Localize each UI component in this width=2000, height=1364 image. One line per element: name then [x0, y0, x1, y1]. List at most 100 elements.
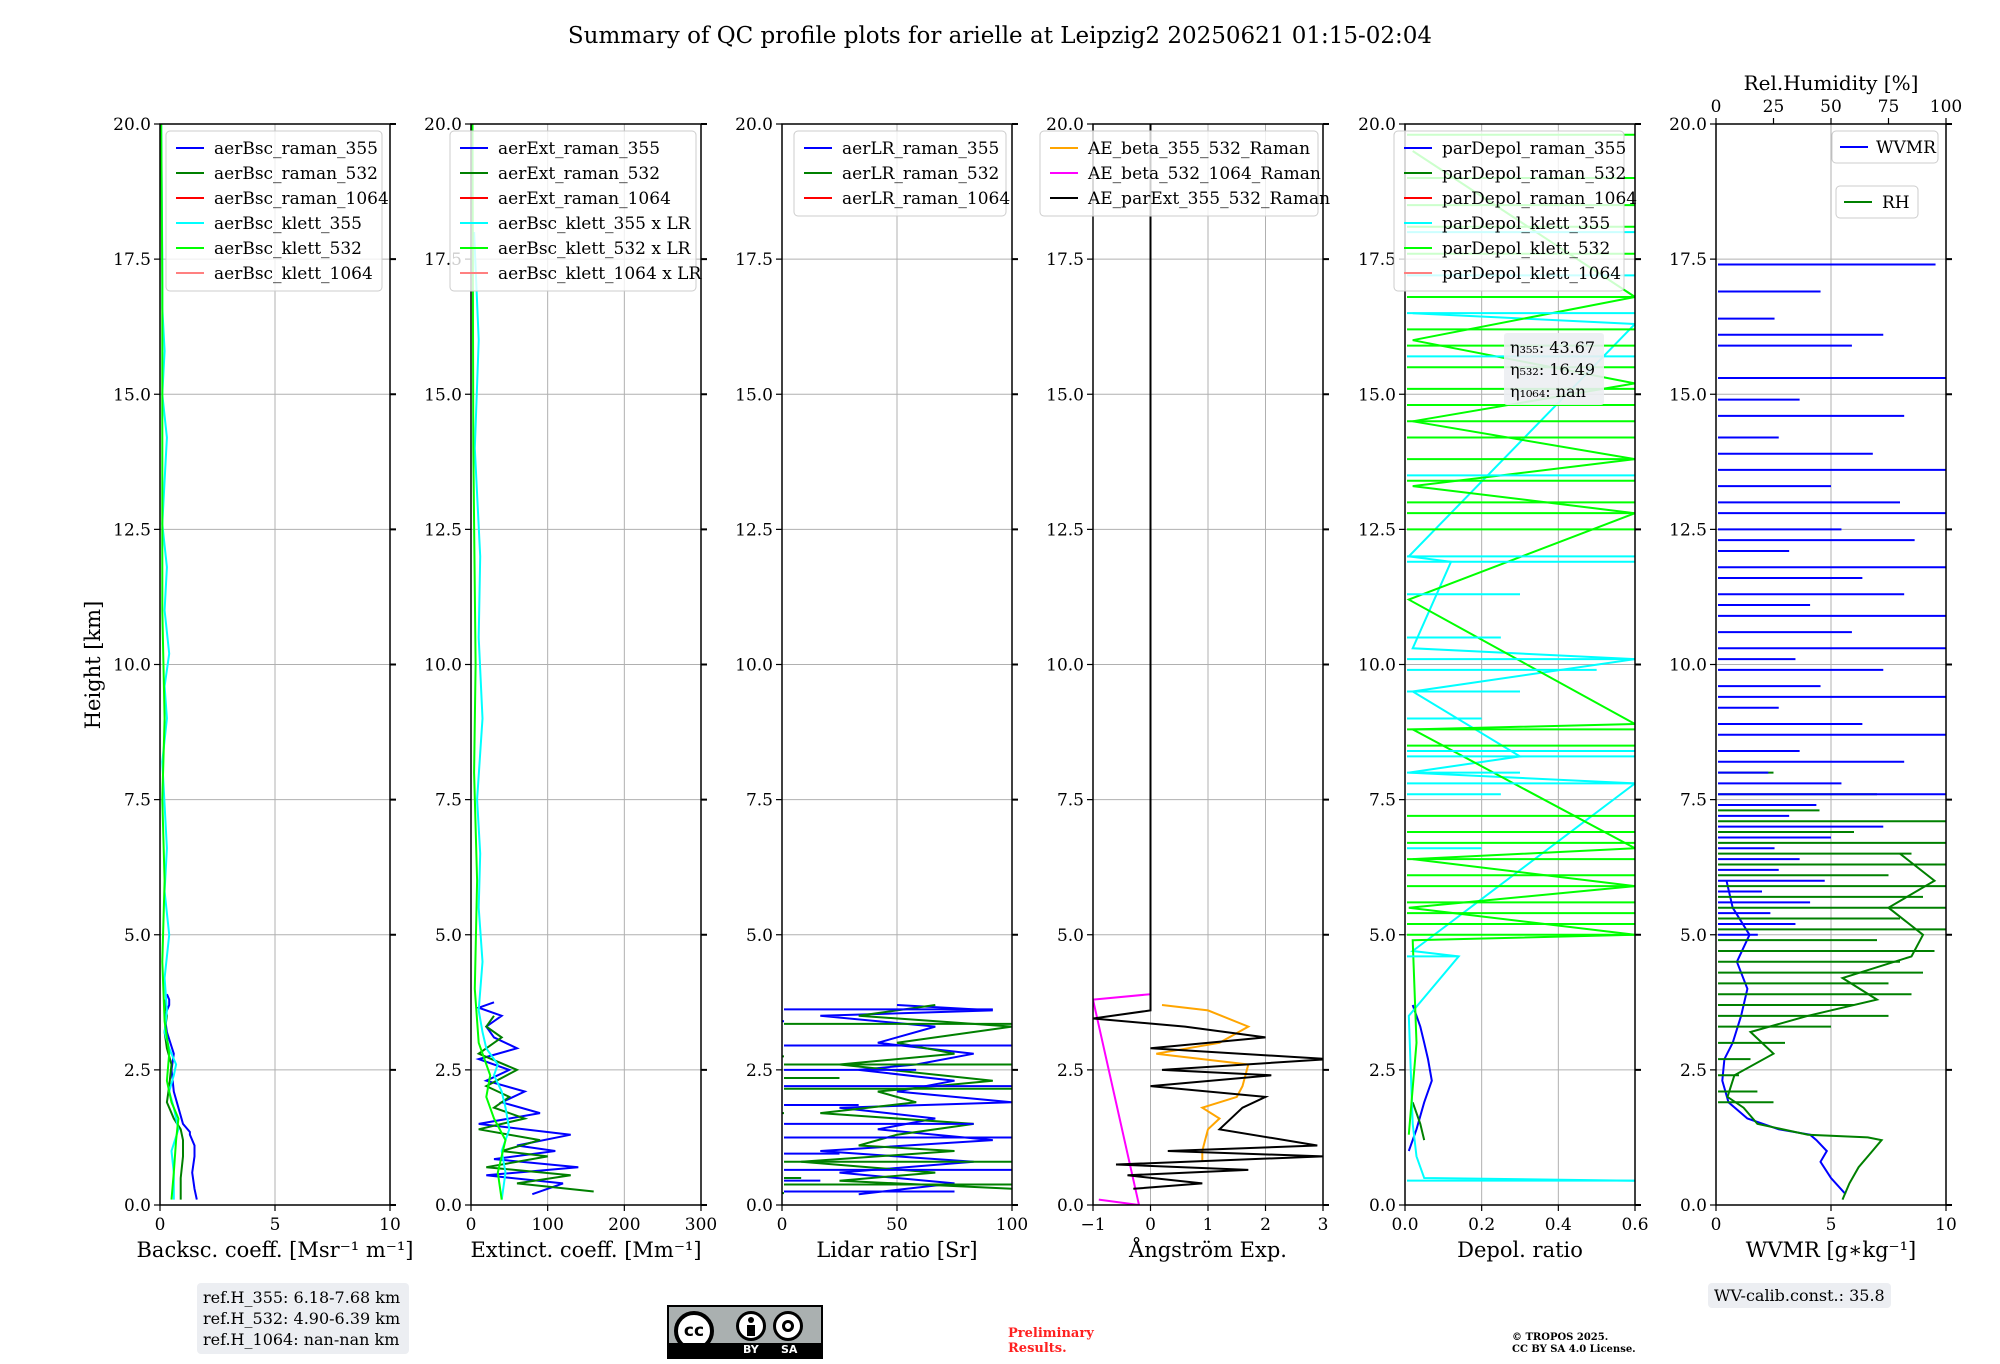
series-line-aerLR_raman_532 [801, 1004, 1012, 1190]
y-tick-label: 7.5 [1057, 791, 1084, 811]
y-tick-label: 7.5 [435, 791, 462, 811]
legend-frame [1835, 185, 1919, 219]
panel-2: 0.02.55.07.510.012.515.017.520.00 100 200 3… [424, 115, 717, 1262]
y-tick-label: 12.5 [1358, 520, 1396, 540]
y-tick-label: 15.0 [1046, 385, 1084, 405]
x-axis-label: Depol. ratio [1457, 1238, 1583, 1262]
series-line-WVMR [1721, 880, 1847, 1195]
legend: aerBsc_raman_355 aerBsc_raman_532 aerBsc_r… [165, 130, 389, 292]
y-tick-label: 5.0 [124, 926, 151, 946]
series-line-parDepol_klett_355 [1406, 312, 1635, 1182]
x-tick-label: 0.2 [1468, 1215, 1495, 1235]
share-alike-icon [773, 1311, 803, 1341]
attribution-person-icon [736, 1311, 766, 1341]
y-tick-label: 12.5 [1669, 520, 1707, 540]
y-tick-label: 10.0 [1046, 656, 1084, 676]
legend-label: parDepol_raman_1064 [1442, 189, 1637, 209]
legend: aerExt_raman_355 aerExt_raman_532 aerExt_r… [449, 130, 702, 292]
y-tick-label: 20.0 [1046, 115, 1084, 135]
legend-label: aerBsc_raman_532 [214, 164, 378, 184]
panel-3: 0.0 2.5 5.0 7.5 10.0 12.5 15.0 17.5 20.0 0 50 100 Li… [735, 115, 1028, 1262]
ref-height-1064: ref.H_1064: nan-nan km [203, 1330, 400, 1349]
y-axis-label: Height [km] [81, 601, 105, 730]
x2-tick-label: 25 [1763, 97, 1785, 117]
x-tick-label: 0.4 [1545, 1215, 1572, 1235]
eta-annotation: η₃₅₅: 43.67 η₅₃₂: 16.49 η₁₀₆₄: nan [1504, 333, 1604, 405]
axis-frame [1404, 123, 1636, 1206]
legend-label: aerBsc_klett_355 x LR [498, 214, 692, 234]
y-tick-label: 5.0 [746, 926, 773, 946]
legend: AE_beta_355_532_Raman AE_beta_532_1064_Ra… [1039, 130, 1330, 217]
legend-wvmr: WVMR [1831, 130, 1939, 164]
y-tick-label: 0.0 [1369, 1196, 1396, 1216]
y-tick-label: 0.0 [124, 1196, 151, 1216]
ref-height-355: ref.H_355: 6.18-7.68 km [203, 1288, 401, 1307]
legend-label: aerExt_raman_532 [498, 164, 660, 184]
y-tick-label: 15.0 [1669, 385, 1707, 405]
y-tick-label: 2.5 [435, 1061, 462, 1081]
y-tick-label: 7.5 [1369, 791, 1396, 811]
x-tick-label: 100 [996, 1215, 1028, 1235]
series-line-AE_parExt_355_532_Raman [1093, 124, 1323, 1190]
y-tick-label: 15.0 [1358, 385, 1396, 405]
wv-calibration-text: WV-calib.const.: 35.8 [1714, 1286, 1885, 1305]
legend: aerLR_raman_355 aerLR_raman_532 aerLR_rama… [793, 130, 1010, 217]
y-tick-label: 17.5 [1358, 250, 1396, 270]
badge-sa-label: SA [781, 1343, 798, 1356]
series-line-aerBsc_klett_532 [160, 124, 180, 1200]
legend-frame [1393, 130, 1625, 292]
panels: 0.02.55.07.510.012.515.017.520.00 5 10Back… [113, 71, 1962, 1262]
y-tick-label: 10.0 [735, 656, 773, 676]
axis-frame [781, 123, 1013, 1206]
preliminary-line-1: Preliminary [1008, 1326, 1094, 1341]
y-tick-label: 7.5 [746, 791, 773, 811]
x-tick-label: 50 [886, 1215, 908, 1235]
x-tick-label: 10 [379, 1215, 401, 1235]
series-line-AE_beta_355_532_Raman [1156, 1004, 1251, 1162]
series-line-aerExt_raman_532 [476, 1015, 594, 1193]
legend-label: WVMR [1876, 138, 1937, 158]
y-tick-label: 0.0 [746, 1196, 773, 1216]
y-tick-label: 2.5 [1680, 1061, 1707, 1081]
legend-label: aerBsc_raman_1064 [214, 189, 389, 209]
y-tick-label: 5.0 [1057, 926, 1084, 946]
axis-frame [1092, 123, 1324, 1206]
y-tick-label: 5.0 [1680, 926, 1707, 946]
y-tick-label: 7.5 [1680, 791, 1707, 811]
x-tick-label: 5 [1826, 1215, 1837, 1235]
legend-label: parDepol_klett_1064 [1442, 264, 1621, 284]
y-tick-label: 5.0 [435, 926, 462, 946]
axis-frame [159, 123, 391, 1206]
y-tick-label: 12.5 [735, 520, 773, 540]
y-tick-label: 2.5 [1369, 1061, 1396, 1081]
plot-area [1093, 124, 1323, 1205]
wv-calibration-box: WV-calib.const.: 35.8 [1708, 1283, 1891, 1308]
x-tick-label: 0 [466, 1215, 477, 1235]
preliminary-line-2: Results. [1008, 1341, 1067, 1356]
ref-height-532: ref.H_532: 4.90-6.39 km [203, 1309, 401, 1328]
panel-5: 0.0 2.5 5.0 7.5 10.0 12.5 15.0 17.5 20.0 0.0 0.2 0.… [1358, 115, 1648, 1262]
x-tick-label: 0.6 [1621, 1215, 1648, 1235]
eta-annotation-line: η₁₀₆₄: nan [1510, 382, 1586, 401]
series-line-parDepol_klett_532 [1406, 150, 1635, 1135]
legend-label: parDepol_raman_532 [1442, 164, 1626, 184]
y-tick-label: 20.0 [424, 115, 462, 135]
y-tick-label: 10.0 [1358, 656, 1396, 676]
panel-1: 0.0 2.5 5.0 7.5 10.0 12.5 15.0 17.5 20.0 0 5 10 Back… [113, 115, 413, 1262]
reference-heights-box: ref.H_355: 6.18-7.68 km ref.H_532: 4.90-… [197, 1283, 409, 1354]
plot-area [1718, 263, 1946, 1200]
legend-label: aerBsc_klett_1064 x LR [498, 264, 702, 284]
legend-label: aerLR_raman_1064 [842, 189, 1010, 209]
legend: parDepol_raman_355 parDepol_raman_532 parD… [1393, 130, 1637, 292]
plot-area [160, 124, 198, 1200]
y-tick-label: 17.5 [735, 250, 773, 270]
badge-footer: BY SA [669, 1343, 821, 1357]
y-tick-label: 15.0 [113, 385, 151, 405]
y-tick-label: 17.5 [113, 250, 151, 270]
badge-by-label: BY [743, 1343, 759, 1356]
y-tick-label: 12.5 [424, 520, 462, 540]
legend-label: aerBsc_klett_1064 [214, 264, 373, 284]
x-axis-label: WVMR [g∗kg⁻¹] [1746, 1238, 1917, 1262]
